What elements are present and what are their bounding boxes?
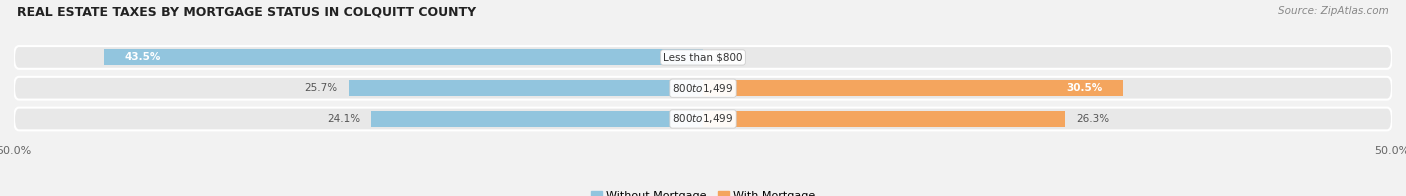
Bar xyxy=(349,80,703,96)
Text: Source: ZipAtlas.com: Source: ZipAtlas.com xyxy=(1278,6,1389,16)
Text: REAL ESTATE TAXES BY MORTGAGE STATUS IN COLQUITT COUNTY: REAL ESTATE TAXES BY MORTGAGE STATUS IN … xyxy=(17,6,477,19)
Text: 26.3%: 26.3% xyxy=(1077,114,1109,124)
Text: Less than $800: Less than $800 xyxy=(664,53,742,63)
FancyBboxPatch shape xyxy=(14,108,1392,130)
Text: 43.5%: 43.5% xyxy=(124,53,160,63)
Bar xyxy=(703,80,1123,96)
Text: 0.0%: 0.0% xyxy=(714,53,741,63)
Bar xyxy=(371,111,703,127)
Text: $800 to $1,499: $800 to $1,499 xyxy=(672,82,734,95)
Bar xyxy=(104,49,703,65)
Text: 24.1%: 24.1% xyxy=(326,114,360,124)
Text: $800 to $1,499: $800 to $1,499 xyxy=(672,113,734,125)
FancyBboxPatch shape xyxy=(14,46,1392,69)
Legend: Without Mortgage, With Mortgage: Without Mortgage, With Mortgage xyxy=(591,191,815,196)
Text: 30.5%: 30.5% xyxy=(1066,83,1102,93)
Bar xyxy=(703,111,1066,127)
FancyBboxPatch shape xyxy=(14,77,1392,100)
Text: 25.7%: 25.7% xyxy=(305,83,337,93)
